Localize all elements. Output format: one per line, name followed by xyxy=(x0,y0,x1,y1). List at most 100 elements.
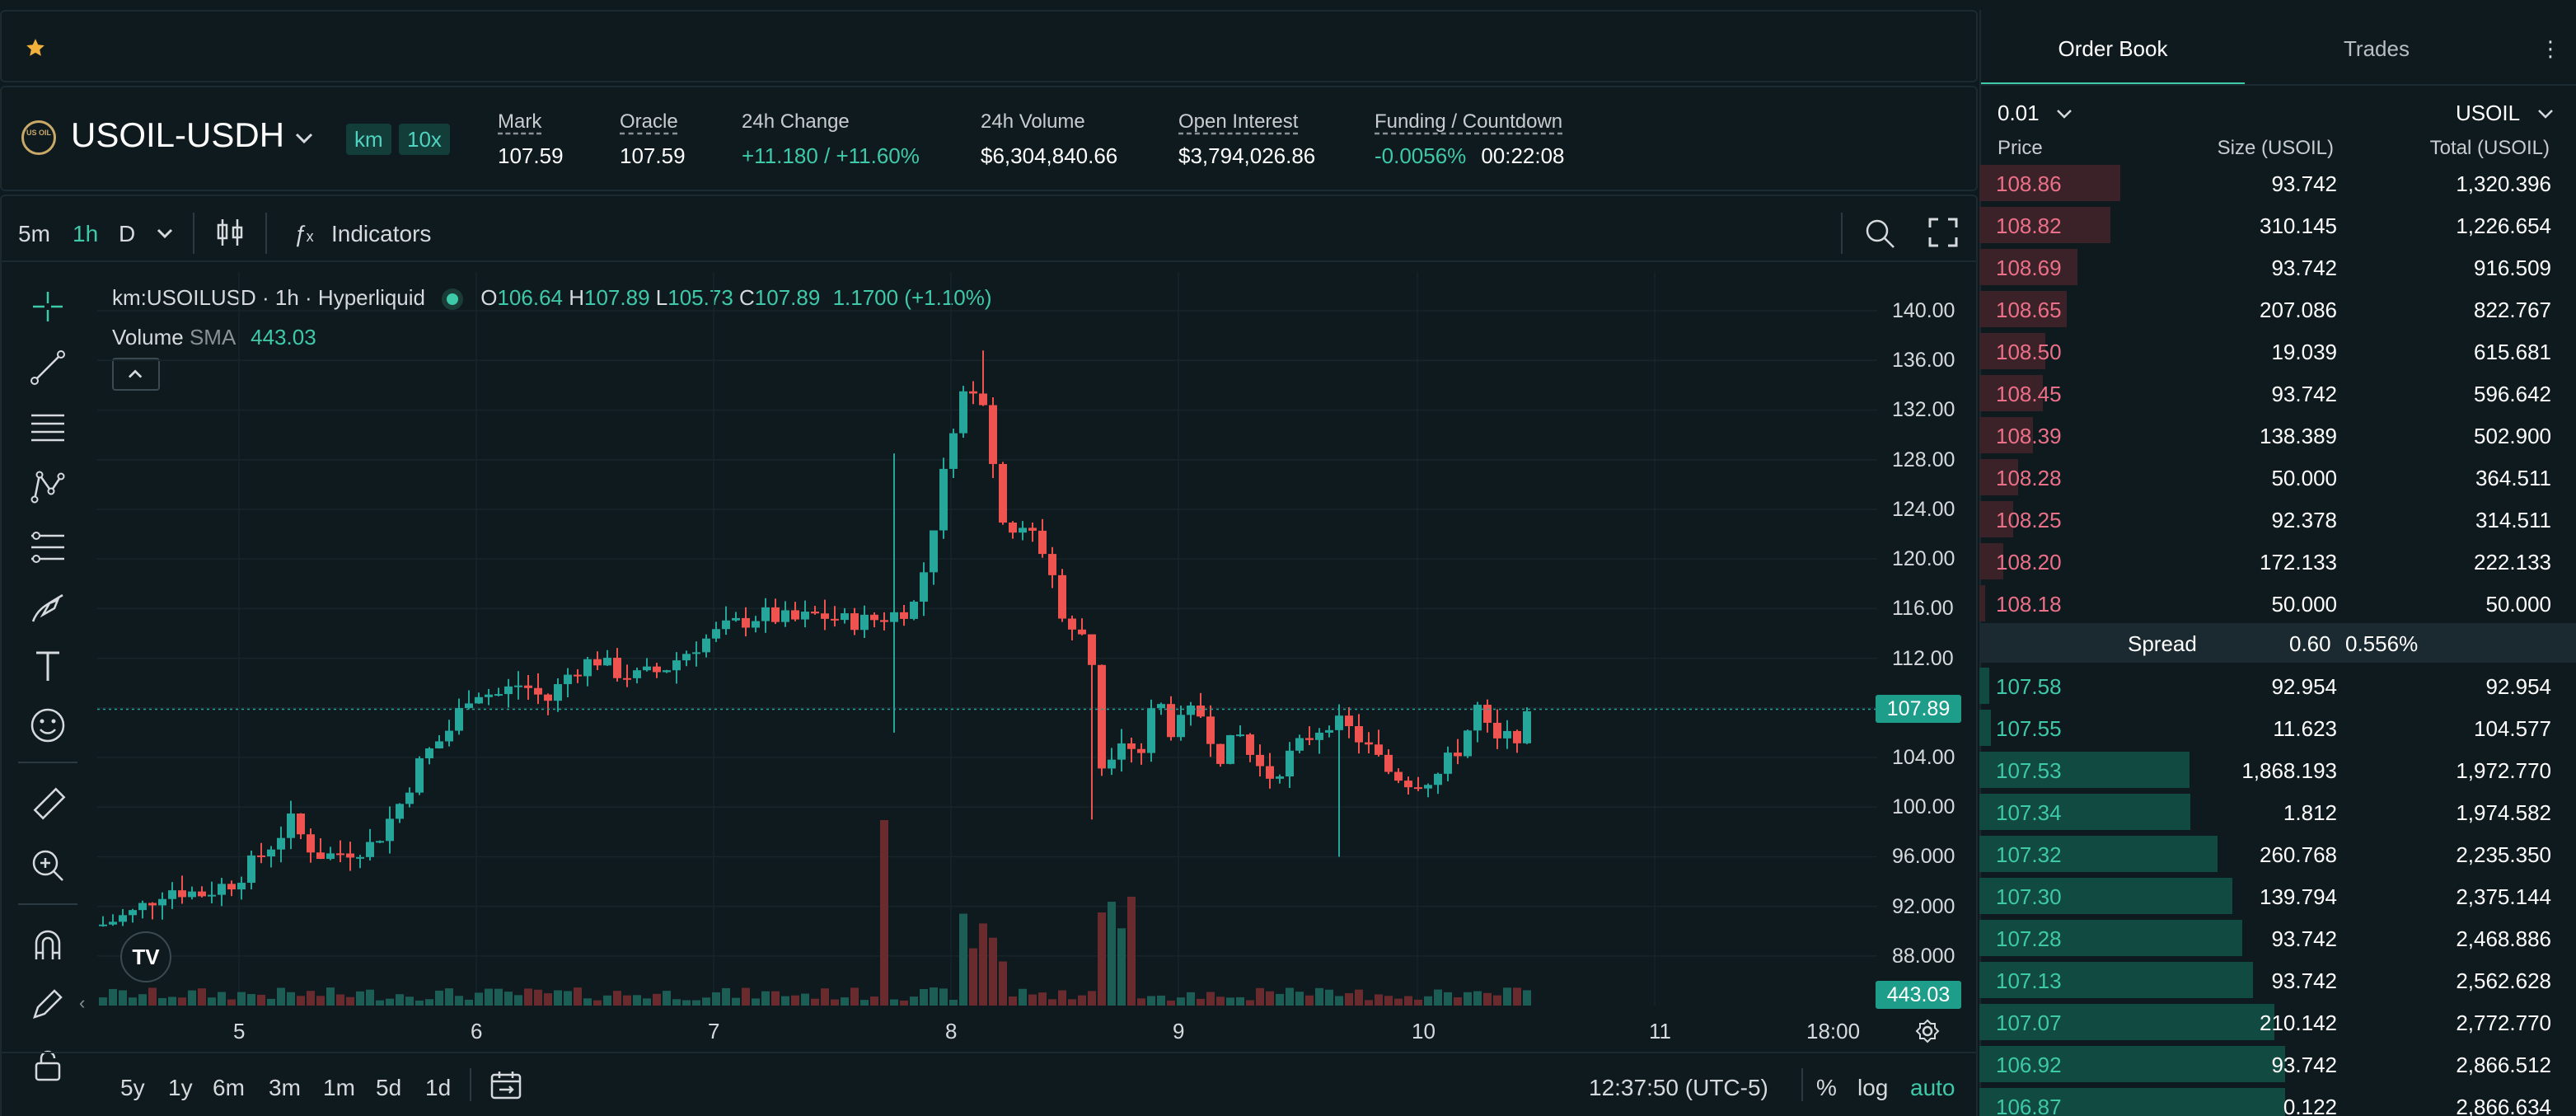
ruler-icon[interactable] xyxy=(30,786,66,823)
row-total: 2,468.886 xyxy=(2456,926,2551,951)
chevron-up-icon xyxy=(128,369,143,378)
tab-order-book[interactable]: Order Book xyxy=(2058,36,2168,61)
brush-icon[interactable] xyxy=(30,590,66,626)
ask-row[interactable]: 108.82 310.145 1,226.654 xyxy=(1979,205,2576,245)
row-size: 1,868.193 xyxy=(2241,758,2337,783)
interval-d[interactable]: D xyxy=(119,221,136,246)
candle-body xyxy=(208,894,216,897)
ask-row[interactable]: 108.45 93.742 596.642 xyxy=(1979,373,2576,413)
range-1y[interactable]: 1y xyxy=(168,1075,193,1100)
tab-trades[interactable]: Trades xyxy=(2344,36,2410,61)
ask-row[interactable]: 108.65 207.086 822.767 xyxy=(1979,289,2576,329)
range-6m[interactable]: 6m xyxy=(213,1075,245,1100)
emoji-icon[interactable] xyxy=(30,707,66,743)
ask-row[interactable]: 108.39 138.389 502.900 xyxy=(1979,415,2576,455)
volume-sma-tag: 443.03 xyxy=(1876,981,1961,1009)
bid-row[interactable]: 107.28 93.742 2,468.886 xyxy=(1979,918,2576,958)
tradingview-logo[interactable]: TV xyxy=(120,931,171,982)
bid-row[interactable]: 107.58 92.954 92.954 xyxy=(1979,666,2576,706)
volume-bar xyxy=(1483,992,1492,1006)
candle-body xyxy=(742,617,750,628)
percent-scale-toggle[interactable]: % xyxy=(1816,1075,1837,1100)
volume-bar xyxy=(1276,993,1284,1006)
more-options-icon[interactable]: ⋮ xyxy=(2540,36,2561,61)
tick-size-select[interactable]: 0.01 xyxy=(1998,101,2073,126)
log-scale-toggle[interactable]: log xyxy=(1857,1075,1889,1100)
row-price: 108.18 xyxy=(1996,592,2062,617)
crosshair-icon[interactable] xyxy=(30,288,66,325)
indicators-button[interactable]: Indicators xyxy=(331,221,432,246)
volume-bar xyxy=(1394,998,1403,1006)
candles-icon[interactable] xyxy=(216,216,244,249)
projection-icon[interactable] xyxy=(30,529,66,565)
calendar-range-icon[interactable] xyxy=(489,1070,522,1101)
pattern-icon[interactable] xyxy=(30,468,66,504)
candle-body xyxy=(1286,750,1294,777)
interval-5m[interactable]: 5m xyxy=(18,221,50,246)
depth-bar xyxy=(1979,710,1991,746)
bid-row[interactable]: 107.32 260.768 2,235.350 xyxy=(1979,834,2576,874)
bid-row[interactable]: 107.53 1,868.193 1,972.770 xyxy=(1979,750,2576,790)
fib-lines-icon[interactable] xyxy=(30,409,66,445)
text-icon[interactable] xyxy=(30,648,66,684)
row-total: 1,972.770 xyxy=(2456,758,2551,783)
candle-body xyxy=(910,601,918,619)
volume-bar xyxy=(653,993,661,1006)
fx-icon[interactable]: ƒx xyxy=(293,221,314,246)
star-icon[interactable] xyxy=(25,37,46,59)
ask-row[interactable]: 108.18 50.000 50.000 xyxy=(1979,584,2576,623)
bid-row[interactable]: 107.34 1.812 1,974.582 xyxy=(1979,792,2576,832)
row-price: 108.45 xyxy=(1996,382,2062,406)
range-1d[interactable]: 1d xyxy=(425,1075,452,1100)
stat-funding: Funding / Countdown -0.0056% 00:22:08 xyxy=(1375,110,1565,169)
row-price: 107.32 xyxy=(1996,842,2062,867)
range-1m[interactable]: 1m xyxy=(323,1075,355,1100)
zoom-in-icon[interactable] xyxy=(30,847,66,884)
pencil-lock-icon[interactable] xyxy=(30,986,66,1022)
volume-bar xyxy=(643,998,651,1006)
candle-body xyxy=(1454,753,1462,757)
depth-bar xyxy=(1979,1004,2275,1040)
trendline-icon[interactable] xyxy=(30,349,66,386)
magnet-icon[interactable] xyxy=(30,926,66,963)
zoom-cursor-icon[interactable] xyxy=(1864,218,1897,251)
unit-select[interactable]: USOIL xyxy=(2456,101,2555,126)
market-symbol[interactable]: USOIL-USDH xyxy=(71,115,285,154)
bid-row[interactable]: 107.07 210.142 2,772.770 xyxy=(1979,1002,2576,1042)
volume-bar xyxy=(1226,997,1234,1006)
ask-row[interactable]: 108.50 19.039 615.681 xyxy=(1979,331,2576,371)
volume-bar xyxy=(920,989,928,1006)
bid-row[interactable]: 106.92 93.742 2,866.512 xyxy=(1979,1044,2576,1084)
range-5d[interactable]: 5d xyxy=(376,1075,402,1100)
range-3m[interactable]: 3m xyxy=(269,1075,301,1100)
ask-row[interactable]: 108.86 93.742 1,320.396 xyxy=(1979,163,2576,203)
bid-row[interactable]: 107.55 11.623 104.577 xyxy=(1979,708,2576,748)
clock-readout[interactable]: 12:37:50 (UTC-5) xyxy=(1589,1075,1768,1100)
stat-mark: Mark 107.59 xyxy=(498,110,564,169)
chevron-down-icon[interactable] xyxy=(293,130,315,147)
stat-value: $3,794,026.86 xyxy=(1178,143,1316,168)
volume-bar xyxy=(267,998,275,1006)
interval-1h[interactable]: 1h xyxy=(73,221,99,246)
chevron-down-icon[interactable] xyxy=(155,226,175,242)
fullscreen-icon[interactable] xyxy=(1928,218,1958,247)
bid-row[interactable]: 106.87 0.122 2,866.634 xyxy=(1979,1086,2576,1116)
ask-row[interactable]: 108.25 92.378 314.511 xyxy=(1979,499,2576,539)
candle-body xyxy=(1226,734,1234,764)
bid-row[interactable]: 107.30 139.794 2,375.144 xyxy=(1979,876,2576,916)
ask-row[interactable]: 108.20 172.133 222.133 xyxy=(1979,542,2576,581)
range-5y[interactable]: 5y xyxy=(120,1075,145,1100)
ask-row[interactable]: 108.28 50.000 364.511 xyxy=(1979,457,2576,497)
volume-bar xyxy=(1068,999,1076,1006)
ask-row[interactable]: 108.69 93.742 916.509 xyxy=(1979,247,2576,287)
collapse-toolbar-icon[interactable]: ‹ xyxy=(79,992,86,1013)
auto-scale-toggle[interactable]: auto xyxy=(1910,1075,1955,1100)
price-chart[interactable] xyxy=(97,272,1877,1014)
row-price: 108.25 xyxy=(1996,508,2062,532)
bid-row[interactable]: 107.13 93.742 2,562.628 xyxy=(1979,960,2576,1000)
row-total: 222.133 xyxy=(2474,550,2551,574)
funding-rate: -0.0056% xyxy=(1375,143,1467,168)
settings-gear-icon[interactable] xyxy=(1915,1019,1940,1043)
y-tick-label: 96.000 xyxy=(1892,845,1955,869)
collapse-legend-button[interactable] xyxy=(112,358,160,391)
